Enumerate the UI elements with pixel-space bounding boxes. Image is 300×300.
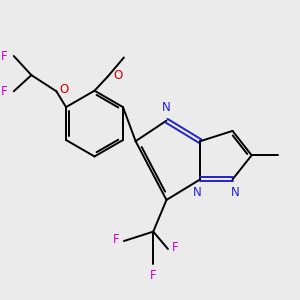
Text: N: N (162, 101, 171, 114)
Text: N: N (231, 186, 240, 199)
Text: O: O (113, 69, 122, 82)
Text: O: O (59, 83, 68, 96)
Text: F: F (172, 241, 179, 254)
Text: F: F (1, 50, 8, 62)
Text: F: F (1, 85, 8, 98)
Text: F: F (113, 233, 119, 246)
Text: F: F (150, 269, 157, 282)
Text: N: N (193, 186, 202, 199)
